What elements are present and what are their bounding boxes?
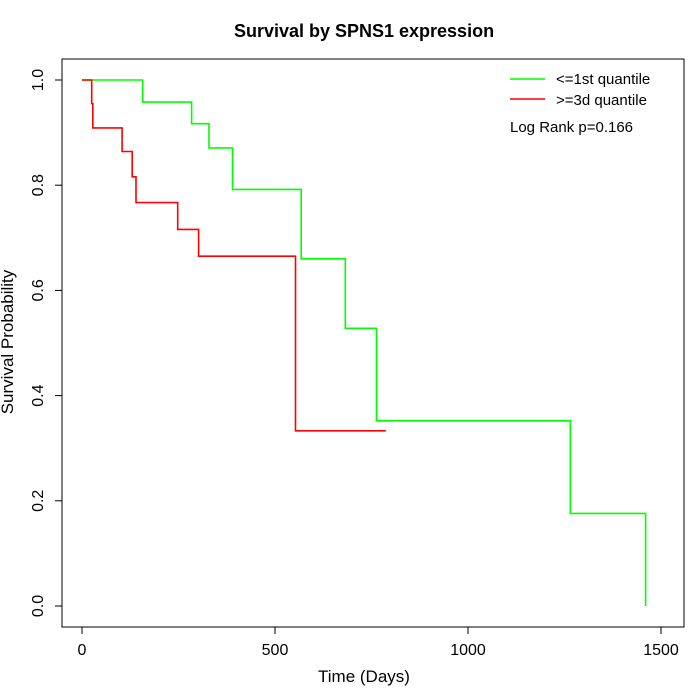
x-axis: 0 500 1000 1500 xyxy=(78,626,679,659)
x-tick-label: 500 xyxy=(262,642,289,659)
y-axis: 0.0 0.2 0.4 0.6 0.8 1.0 xyxy=(30,69,63,617)
y-tick-label: 0.4 xyxy=(30,384,47,406)
legend: <=1st quantile >=3d quantile xyxy=(510,71,650,109)
y-tick-label: 1.0 xyxy=(30,69,47,91)
y-tick-label: 0.0 xyxy=(30,595,47,617)
x-axis-label: Time (Days) xyxy=(318,667,410,686)
legend-label-high: >=3d quantile xyxy=(556,92,647,109)
y-tick-label: 0.6 xyxy=(30,279,47,301)
y-tick-label: 0.8 xyxy=(30,174,47,196)
series-line-high-expression xyxy=(82,79,386,432)
x-tick-label: 1500 xyxy=(643,642,679,659)
x-tick-label: 0 xyxy=(78,642,87,659)
log-rank-annotation: Log Rank p=0.166 xyxy=(510,119,633,136)
chart-title: Survival by SPNS1 expression xyxy=(234,21,494,41)
y-tick-label: 0.2 xyxy=(30,490,47,512)
y-axis-label: Survival Probability xyxy=(0,269,17,414)
x-tick-label: 1000 xyxy=(450,642,486,659)
legend-label-low: <=1st quantile xyxy=(556,71,650,88)
series-line-low-expression xyxy=(82,79,647,606)
series-layer xyxy=(82,79,647,606)
